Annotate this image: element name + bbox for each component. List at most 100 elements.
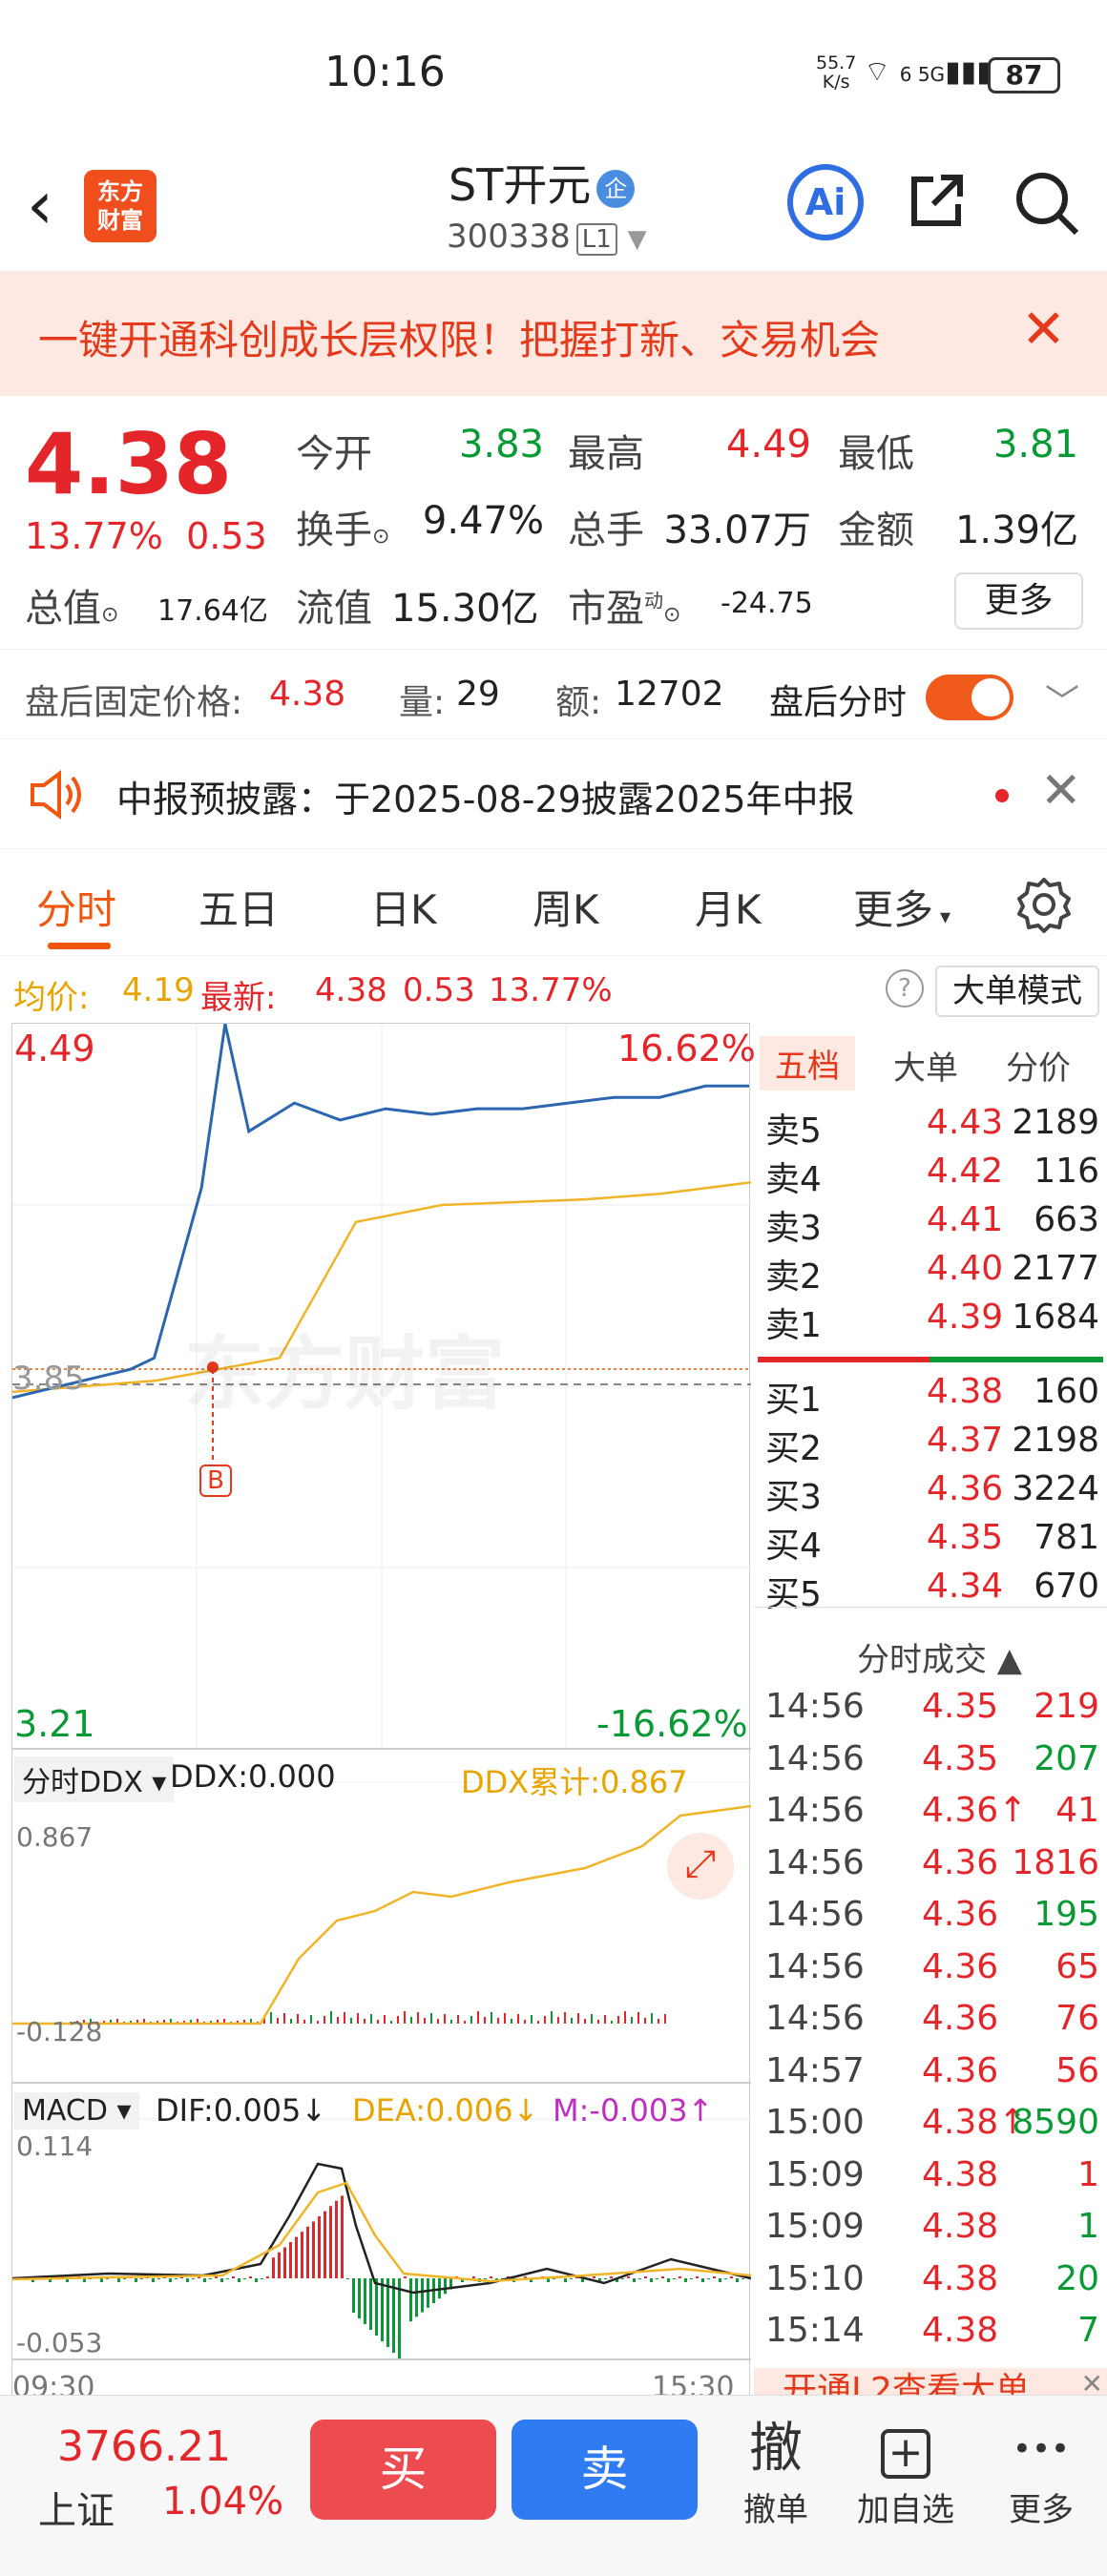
- ai-button[interactable]: Ai: [787, 164, 864, 240]
- stock-code[interactable]: 300338 L1 ▼: [447, 218, 647, 256]
- buy-button[interactable]: 买: [310, 2420, 496, 2520]
- bid-row[interactable]: 买1 4.38 160: [760, 1372, 1103, 1422]
- ddx-bar: [444, 2014, 446, 2024]
- macd-bar: [169, 2278, 172, 2282]
- bid-level-label: 买5: [765, 1575, 822, 1614]
- bid-row[interactable]: 买2 4.37 2198: [760, 1421, 1103, 1470]
- ddx-bar: [317, 2021, 319, 2024]
- after-hours-toggle[interactable]: [926, 675, 1013, 720]
- chevron-down-icon[interactable]: ﹀: [1045, 683, 1080, 722]
- ddx-bar: [417, 2012, 419, 2024]
- ddx-bar: [511, 2019, 512, 2024]
- bid-price: 4.37: [927, 1421, 1004, 1460]
- avg-label: 均价:: [13, 979, 90, 1017]
- speaker-icon: [31, 770, 81, 820]
- tab-intraday[interactable]: 分时: [36, 886, 117, 933]
- avg-price-line: [12, 1181, 751, 1394]
- tab-five-levels[interactable]: 五档: [760, 1036, 855, 1091]
- bid-row[interactable]: 买4 4.35 781: [760, 1518, 1103, 1568]
- search-icon[interactable]: [1013, 170, 1080, 237]
- close-icon[interactable]: ✕: [1021, 299, 1066, 361]
- ask-row[interactable]: 卖3 4.41 663: [760, 1200, 1103, 1250]
- trade-time: 14:56: [765, 1687, 865, 1726]
- promo-banner[interactable]: 一键开通科创成长层权限！把握打新、交易机会 ✕: [0, 272, 1107, 396]
- level-badge: L1: [575, 223, 617, 256]
- ddx-bar: [577, 2013, 579, 2024]
- trades-header[interactable]: 分时成交 ▲: [857, 1641, 1022, 1679]
- ddx-bar: [364, 2019, 366, 2024]
- ddx-bar: [390, 2021, 392, 2024]
- bid-ratio-bar: [929, 1357, 1103, 1362]
- chart-tabs: 分时 五日 日K 周K 月K 更多 ▾: [0, 849, 1107, 956]
- ddx-bar: [397, 2016, 399, 2024]
- macd-bar: [547, 2278, 550, 2282]
- buy-marker-badge[interactable]: B: [199, 1465, 232, 1497]
- notice-bar[interactable]: 中报预披露：于2025-08-29披露2025年中报 ✕: [0, 739, 1107, 849]
- more-actions-button[interactable]: ••• 更多: [989, 2415, 1094, 2530]
- more-button[interactable]: 更多: [954, 572, 1083, 630]
- big-order-mode-button[interactable]: 大单模式: [935, 966, 1099, 1017]
- ddx-bar: [597, 2020, 599, 2024]
- ddx-bar: [604, 2015, 606, 2024]
- after-hours-vol: 29: [456, 675, 500, 714]
- tab-big-orders[interactable]: 大单: [893, 1049, 958, 1088]
- ddx-bar: [250, 2019, 252, 2024]
- bid-row[interactable]: 买3 4.36 3224: [760, 1469, 1103, 1519]
- ddx-bar: [497, 2018, 499, 2024]
- add-watchlist-button[interactable]: + 加自选: [853, 2415, 958, 2530]
- ddx-bar: [584, 2019, 586, 2024]
- macd-bar: [175, 2278, 178, 2279]
- trade-price: 4.38: [922, 2311, 999, 2350]
- index-value[interactable]: 3766.21: [57, 2422, 231, 2471]
- tab-monthly-k[interactable]: 月K: [695, 886, 762, 933]
- ask-row[interactable]: 卖2 4.40 2177: [760, 1249, 1103, 1298]
- back-icon[interactable]: ‹: [27, 166, 53, 244]
- ask-row[interactable]: 卖4 4.42 116: [760, 1152, 1103, 1201]
- macd-selector[interactable]: MACD ▾: [14, 2092, 139, 2129]
- tab-5day[interactable]: 五日: [198, 886, 280, 933]
- open-value: 3.83: [458, 423, 544, 467]
- close-icon[interactable]: ✕: [1040, 762, 1082, 820]
- sell-button[interactable]: 卖: [512, 2420, 698, 2520]
- bid-row[interactable]: 买5 4.34 670: [760, 1567, 1103, 1616]
- macd-bar: [306, 2226, 309, 2278]
- macd-bar: [444, 2278, 447, 2295]
- index-pct[interactable]: 1.04%: [162, 2480, 284, 2524]
- tab-price-levels[interactable]: 分价: [1006, 1049, 1071, 1088]
- ask-row[interactable]: 卖5 4.43 2189: [760, 1103, 1103, 1153]
- trade-row: 14:56 4.35 207: [760, 1739, 1103, 1791]
- after-hours-amt: 12702: [615, 675, 724, 714]
- index-name[interactable]: 上证: [38, 2489, 115, 2533]
- tab-weekly-k[interactable]: 周K: [533, 886, 599, 933]
- cancel-order-button[interactable]: 撤 撤单: [723, 2415, 828, 2530]
- trade-price: 4.36: [922, 1842, 999, 1882]
- share-icon[interactable]: [905, 170, 968, 233]
- tab-daily-k[interactable]: 日K: [370, 886, 437, 933]
- macd-bar: [719, 2278, 721, 2282]
- gear-icon[interactable]: [1015, 876, 1073, 933]
- macd-bar: [180, 2276, 183, 2278]
- tab-more[interactable]: 更多 ▾: [853, 886, 951, 933]
- ddx-bar: [571, 2018, 573, 2024]
- app-logo[interactable]: 东方 财富: [84, 170, 157, 242]
- ddx-bar: [644, 2018, 646, 2024]
- expand-icon[interactable]: ⤢: [667, 1833, 734, 1900]
- macd-bar: [490, 2276, 492, 2278]
- help-icon[interactable]: ?: [886, 969, 924, 1008]
- ddx-bar: [350, 2018, 352, 2024]
- macd-bar: [598, 2278, 601, 2282]
- ask-price: 4.39: [927, 1298, 1004, 1337]
- ddx-selector[interactable]: 分时DDX ▾: [14, 1756, 175, 1802]
- bid-volume: 670: [1034, 1567, 1099, 1606]
- intraday-chart[interactable]: 东方财富 B 4.49 16.62% 3.85 3.21 -16.62% 分时D…: [11, 1023, 756, 2404]
- ask-level-label: 卖5: [765, 1111, 822, 1151]
- macd-bar: [661, 2276, 664, 2278]
- ddx-bar: [591, 2014, 593, 2024]
- ddx-bar: [310, 2015, 312, 2024]
- avg-price-row: 均价: 4.19 最新: 4.38 0.53 13.77% ? 大单模式: [0, 956, 1107, 1023]
- macd-bar: [140, 2278, 143, 2279]
- mktcap-label: 总值⊙: [25, 587, 119, 631]
- macd-bar: [707, 2278, 710, 2279]
- ask-row[interactable]: 卖1 4.39 1684: [760, 1298, 1103, 1347]
- macd-bar: [713, 2276, 716, 2278]
